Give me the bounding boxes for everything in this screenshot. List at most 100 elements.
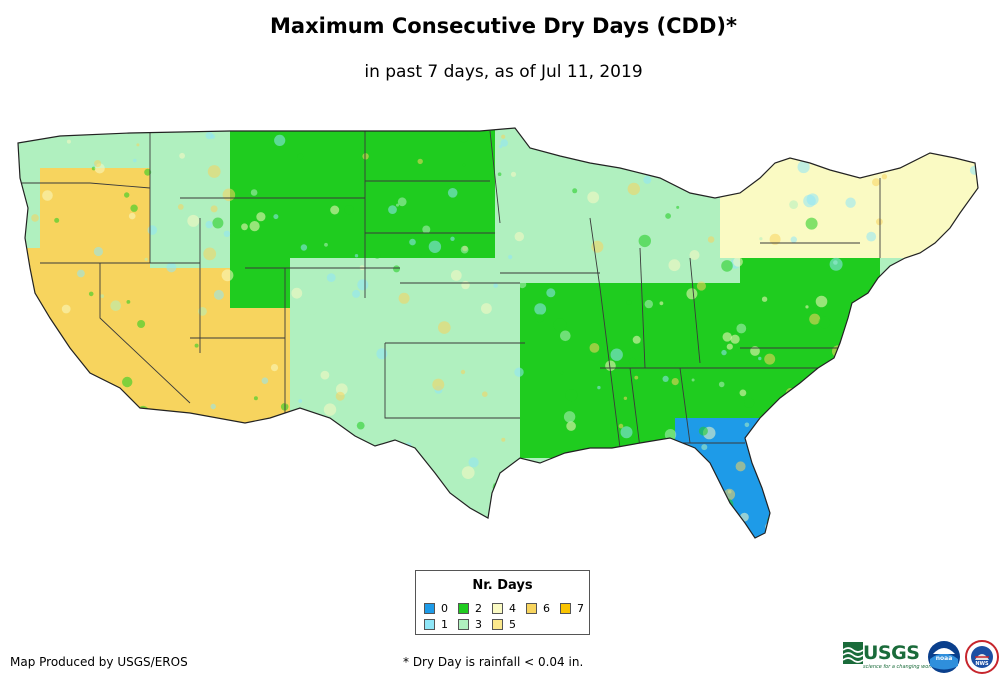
map-speckle <box>691 509 696 513</box>
map-speckle <box>974 261 978 266</box>
map-speckle <box>177 204 184 210</box>
legend-label-3: 3 <box>475 618 482 631</box>
map-speckle <box>124 192 130 198</box>
map-speckle <box>88 291 94 297</box>
map-speckle <box>300 244 308 251</box>
legend-label-4: 4 <box>509 602 516 615</box>
map-speckle <box>498 144 503 149</box>
map-speckle <box>671 378 679 386</box>
map-speckle <box>418 522 430 534</box>
nws-logo-icon: NWS <box>965 640 999 674</box>
map-speckle <box>534 303 547 315</box>
map-speckle <box>210 403 216 410</box>
map-speckle <box>644 299 653 309</box>
map-speckle <box>689 250 700 260</box>
map-speckle <box>253 396 258 401</box>
map-speckle <box>55 424 68 438</box>
map-speckle <box>194 343 199 348</box>
map-speckle <box>376 348 388 360</box>
map-speckle <box>396 203 399 207</box>
map-speckle <box>165 439 174 448</box>
map-speckle <box>802 533 812 538</box>
map-speckle <box>809 313 821 325</box>
map-speckle <box>605 517 611 523</box>
map-speckle <box>450 270 462 281</box>
map-speckle <box>612 509 624 521</box>
map-speckle <box>329 440 343 453</box>
map-speckle <box>576 459 586 469</box>
map-speckle <box>861 136 873 147</box>
region-northeast <box>720 138 978 258</box>
map-speckle <box>880 354 888 361</box>
map-speckle <box>438 321 451 334</box>
map-speckle <box>320 370 330 380</box>
map-speckle <box>261 377 269 385</box>
map-speckle <box>553 318 567 332</box>
map-speckle <box>599 131 612 144</box>
map-speckle <box>626 300 632 305</box>
map-speckle <box>482 391 488 398</box>
map-speckle <box>481 303 492 314</box>
map-speckle <box>627 182 640 196</box>
map-speckle <box>967 292 976 301</box>
map-speckle <box>610 348 623 361</box>
map-speckle <box>590 120 597 127</box>
map-speckle <box>22 463 36 476</box>
map-speckle <box>872 178 880 187</box>
map-speckle <box>902 142 910 150</box>
map-speckle <box>759 237 763 241</box>
map-speckle <box>907 454 917 464</box>
legend-label-2: 2 <box>475 602 482 615</box>
map-speckle <box>563 411 576 423</box>
region-lower-mississippi <box>520 283 640 458</box>
map-speckle <box>501 437 506 442</box>
map-speckle <box>747 173 755 180</box>
map-speckle <box>323 403 337 416</box>
map-speckle <box>915 407 925 417</box>
conus-map <box>13 120 979 539</box>
map-speckle <box>755 247 765 257</box>
state-line-ok-tx <box>384 343 520 419</box>
map-speckle <box>13 341 16 344</box>
map-speckle <box>678 137 689 148</box>
map-speckle <box>700 156 713 169</box>
map-speckle <box>679 483 685 488</box>
legend-item-2: 2 <box>458 602 482 615</box>
map-speckle <box>962 183 971 192</box>
map-speckle <box>422 225 431 234</box>
legend-swatch-3 <box>458 619 469 630</box>
region-northern-rockies <box>150 128 250 268</box>
map-speckle <box>508 254 513 260</box>
map-speckle <box>916 128 929 138</box>
map-speckle <box>500 139 509 147</box>
map-speckle <box>403 498 415 510</box>
map-speckle <box>674 360 688 373</box>
map-speckle <box>721 349 727 356</box>
map-speckle <box>250 189 258 196</box>
map-speckle <box>326 273 336 282</box>
map-speckle <box>126 300 131 304</box>
map-speckle <box>220 522 225 527</box>
map-speckle <box>147 225 158 235</box>
map-speckle <box>582 519 588 526</box>
map-speckle <box>461 466 475 479</box>
map-speckle <box>538 171 548 181</box>
map-speckle <box>736 323 747 334</box>
map-speckle <box>744 397 755 408</box>
map-speckle <box>256 212 266 222</box>
map-speckle <box>876 491 888 503</box>
map-speckle <box>242 520 256 533</box>
map-speckle <box>409 238 416 246</box>
map-speckle <box>223 230 231 237</box>
map-speckle <box>620 426 633 439</box>
map-speckle <box>133 158 137 163</box>
map-speckle <box>917 128 931 135</box>
map-speckle <box>701 444 708 451</box>
map-speckle <box>874 478 887 492</box>
map-speckle <box>665 213 671 219</box>
map-speckle <box>545 478 558 491</box>
map-speckle <box>895 405 908 418</box>
map-speckle <box>744 422 750 428</box>
map-speckle <box>110 421 122 433</box>
map-speckle <box>804 529 809 535</box>
